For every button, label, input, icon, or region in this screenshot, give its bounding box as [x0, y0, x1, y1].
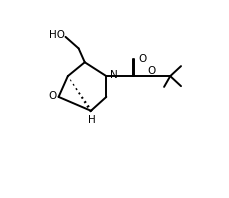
Text: O: O — [49, 91, 57, 101]
Text: N: N — [110, 70, 117, 80]
Text: O: O — [147, 66, 155, 76]
Text: HO: HO — [49, 30, 65, 40]
Text: H: H — [87, 115, 95, 125]
Text: O: O — [137, 54, 145, 64]
